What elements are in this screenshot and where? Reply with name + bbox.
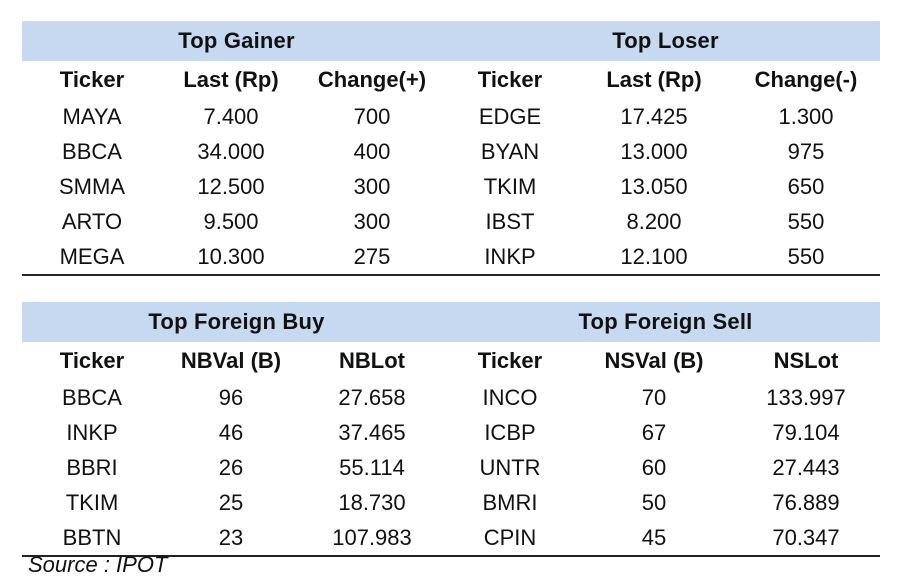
table-cell: BMRI [482, 490, 538, 515]
table-cell: 37.465 [338, 420, 406, 445]
table-cell: 26 [218, 455, 244, 480]
table-cell: 7.400 [203, 104, 259, 129]
table-cell: CPIN [483, 525, 537, 550]
top-foreign-sell-title: Top Foreign Sell [578, 309, 753, 334]
table-title-bar: Top Foreign Buy Top Foreign Sell [22, 302, 880, 342]
table-cell: BBCA [62, 385, 122, 410]
table-cell: TKIM [65, 490, 119, 515]
table-cell: 76.889 [772, 490, 840, 515]
column-header: Ticker [59, 67, 125, 92]
top-foreign-buy-title: Top Foreign Buy [148, 309, 325, 334]
source-note: Source : IPOT [28, 552, 168, 577]
table-cell: 70.347 [772, 525, 840, 550]
column-header: Last (Rp) [606, 67, 702, 92]
table-cell: 650 [787, 174, 825, 199]
top-loser-title: Top Loser [612, 28, 719, 53]
table-cell: 34.000 [197, 139, 265, 164]
table-cell: 18.730 [338, 490, 406, 515]
table-bottom-rule [22, 555, 880, 557]
table-cell: 107.983 [332, 525, 412, 550]
table-cell: 8.200 [626, 209, 682, 234]
table-cell: MEGA [59, 244, 125, 269]
column-header: Change(+) [317, 67, 427, 92]
table-cell: 45 [641, 525, 667, 550]
table-cell: 79.104 [772, 420, 840, 445]
table-cell: UNTR [479, 455, 541, 480]
table-cell: TKIM [483, 174, 537, 199]
table-cell: 23 [218, 525, 244, 550]
table-cell: 400 [353, 139, 391, 164]
table-bottom-rule [22, 274, 880, 276]
table-cell: BBCA [62, 139, 122, 164]
table-cell: 12.100 [620, 244, 688, 269]
table-cell: 700 [353, 104, 391, 129]
table-cell: 1.300 [778, 104, 834, 129]
gainer-loser-grid: Ticker Last (Rp) Change(+) Ticker Last (Rp) C… [22, 61, 880, 274]
table-cell: BYAN [480, 139, 540, 164]
table-cell: INKP [484, 244, 536, 269]
table-cell: 17.425 [620, 104, 688, 129]
column-header: NBLot [339, 348, 405, 373]
table-cell: EDGE [478, 104, 542, 129]
top-foreign-table: Top Foreign Buy Top Foreign Sell Ticker N… [22, 302, 880, 557]
column-header: Last (Rp) [183, 67, 279, 92]
column-header: Ticker [59, 348, 125, 373]
table-cell: SMMA [59, 174, 125, 199]
table-cell: 275 [353, 244, 391, 269]
table-title-bar: Top Gainer Top Loser [22, 21, 880, 61]
table-cell: 50 [641, 490, 667, 515]
column-header: NSVal (B) [604, 348, 704, 373]
top-gainer-loser-table: Top Gainer Top Loser Ticker Last (Rp) Chan… [22, 21, 880, 276]
table-cell: INCO [482, 385, 538, 410]
table-cell: 55.114 [339, 455, 405, 480]
table-cell: 27.658 [338, 385, 406, 410]
table-cell: 25 [218, 490, 244, 515]
table-cell: BBTN [62, 525, 122, 550]
table-cell: 10.300 [197, 244, 265, 269]
column-header: Change(-) [754, 67, 858, 92]
table-cell: IBST [485, 209, 535, 234]
table-cell: 70 [641, 385, 667, 410]
table-cell: 9.500 [203, 209, 259, 234]
table-cell: 13.050 [620, 174, 688, 199]
table-cell: MAYA [62, 104, 122, 129]
table-cell: 550 [787, 244, 825, 269]
column-header: Ticker [477, 348, 543, 373]
column-header: Ticker [477, 67, 543, 92]
table-cell: 133.997 [766, 385, 846, 410]
table-cell: 27.443 [772, 455, 840, 480]
table-cell: 975 [787, 139, 825, 164]
table-cell: 96 [218, 385, 244, 410]
table-cell: 300 [353, 209, 391, 234]
column-header: NBVal (B) [180, 348, 282, 373]
table-cell: 550 [787, 209, 825, 234]
table-cell: ICBP [484, 420, 536, 445]
table-cell: BBRI [66, 455, 118, 480]
foreign-grid: Ticker NBVal (B) NBLot Ticker NSVal (B) NSLot… [22, 342, 880, 555]
top-gainer-title: Top Gainer [178, 28, 295, 53]
table-cell: 60 [641, 455, 667, 480]
table-cell: 46 [218, 420, 244, 445]
table-cell: 300 [353, 174, 391, 199]
column-header: NSLot [773, 348, 839, 373]
table-cell: INKP [66, 420, 118, 445]
table-cell: 67 [641, 420, 667, 445]
table-cell: 13.000 [620, 139, 688, 164]
table-cell: 12.500 [197, 174, 265, 199]
table-cell: ARTO [61, 209, 123, 234]
